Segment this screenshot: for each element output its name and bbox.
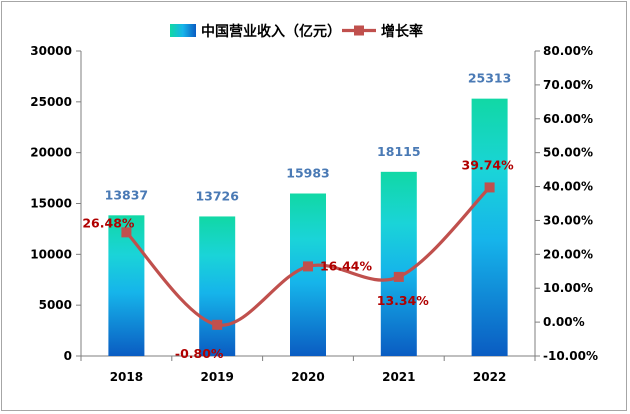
right-tick-label: 10.00% <box>543 281 593 295</box>
chart-legend: 中国营业收入（亿元） 增长率 <box>170 23 423 40</box>
right-tick-label: 30.00% <box>543 213 593 227</box>
x-tick-label: 2019 <box>200 370 233 384</box>
bar-value-label: 13837 <box>105 187 149 202</box>
growth-rate-marker-2018 <box>121 227 132 238</box>
line-series <box>121 182 495 330</box>
left-tick-label: 30000 <box>30 44 72 58</box>
left-tick-label: 10000 <box>30 247 72 261</box>
bar-series <box>108 98 508 356</box>
rate-value-label: -0.80% <box>175 346 224 361</box>
growth-rate-marker-2020 <box>303 261 313 272</box>
bar-2018 <box>108 215 145 356</box>
growth-rate-marker-2022 <box>484 182 495 193</box>
bar-value-label: 13726 <box>195 188 239 203</box>
left-tick-label: 5000 <box>39 298 72 312</box>
x-tick-label: 2020 <box>291 370 324 384</box>
rate-value-label: 26.48% <box>82 215 135 230</box>
rate-value-label: 39.74% <box>462 157 515 172</box>
left-tick-label: 25000 <box>30 95 72 109</box>
bar-2019 <box>199 216 236 356</box>
rate-value-label: 13.34% <box>377 293 430 308</box>
left-tick-label: 20000 <box>30 146 72 160</box>
right-tick-label: -10.00% <box>543 349 598 363</box>
bar-value-label: 18115 <box>377 144 421 159</box>
bar-2022 <box>471 98 508 356</box>
right-tick-label: 20.00% <box>543 247 593 261</box>
data-labels: 13837 13726 15983 18115 25313 26.48% -0.80% 16.… <box>82 71 514 361</box>
right-tick-label: 80.00% <box>543 44 593 58</box>
rate-value-label: 16.44% <box>320 258 373 273</box>
x-tick-label: 2018 <box>110 370 143 384</box>
growth-rate-marker-2021 <box>393 271 404 282</box>
legend-swatch-marker <box>354 25 364 36</box>
left-tick-label: 15000 <box>30 197 72 211</box>
legend-swatch-revenue <box>170 24 196 37</box>
bar-2020 <box>290 193 326 356</box>
right-tick-label: 50.00% <box>543 146 593 160</box>
axes: 0 5000 10000 15000 20000 25000 30000 -10.00% 0.0… <box>30 44 598 384</box>
legend-label-growth: 增长率 <box>381 23 423 40</box>
right-tick-label: 60.00% <box>543 112 593 126</box>
right-tick-label: 40.00% <box>543 180 593 194</box>
x-tick-label: 2021 <box>382 370 415 384</box>
left-tick-label: 0 <box>64 349 72 363</box>
x-tick-label: 2022 <box>473 370 506 384</box>
legend-label-revenue: 中国营业收入（亿元） <box>201 23 341 40</box>
bar-value-label: 15983 <box>286 166 330 181</box>
right-tick-label: 0.00% <box>543 315 585 329</box>
growth-rate-marker-2019 <box>212 319 223 330</box>
bar-2021 <box>380 171 417 356</box>
right-tick-label: 70.00% <box>543 78 593 92</box>
bar-value-label: 25313 <box>468 71 512 86</box>
